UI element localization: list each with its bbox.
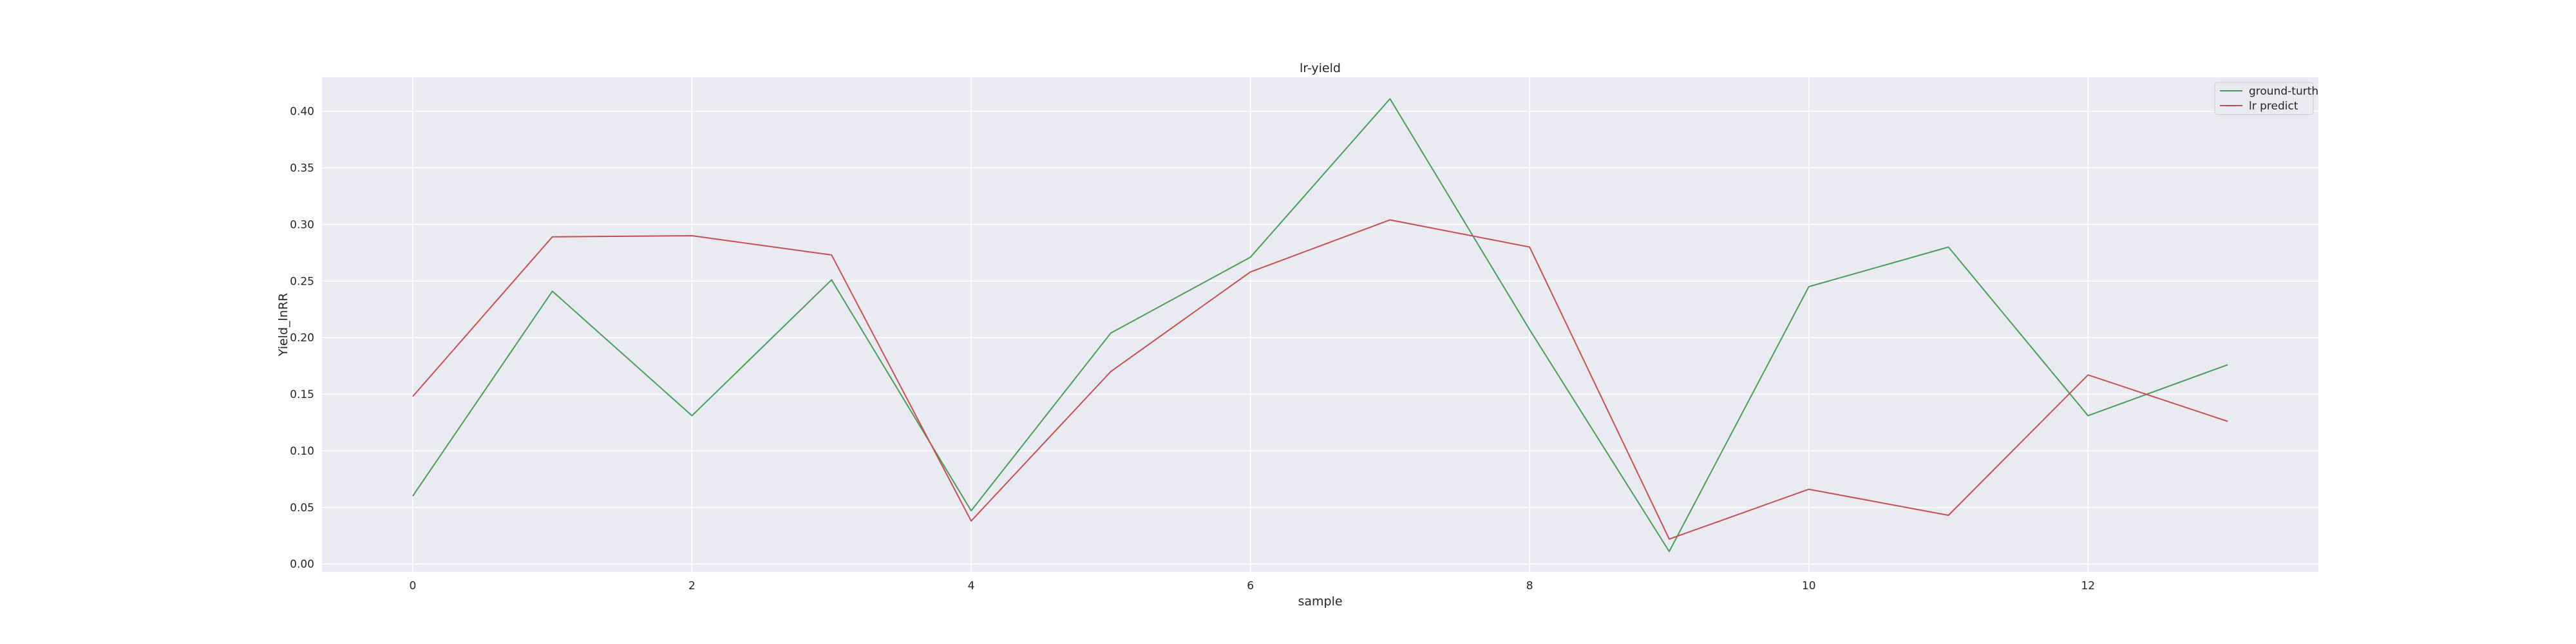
y-tick-label: 0.40 xyxy=(290,106,314,118)
legend-label-lr-predict: lr predict xyxy=(2249,100,2298,113)
series-line-ground-turth xyxy=(412,98,2228,553)
y-tick-label: 0.00 xyxy=(290,558,314,571)
grid-lines xyxy=(322,77,2318,572)
y-tick-label: 0.25 xyxy=(290,275,314,288)
x-tick-label: 12 xyxy=(2081,580,2095,592)
legend: ground-turth lr predict xyxy=(2214,82,2318,115)
y-tick-label: 0.30 xyxy=(290,218,314,231)
x-axis-label: sample xyxy=(1298,594,1342,609)
x-tick-labels: 0 2 4 6 8 10 12 xyxy=(409,580,2095,592)
y-tick-label: 0.35 xyxy=(290,162,314,175)
x-tick-label: 8 xyxy=(1526,580,1533,592)
y-tick-label: 0.10 xyxy=(290,445,314,458)
chart-title: lr-yield xyxy=(1300,61,1341,75)
y-axis-label: Yield_lnRR xyxy=(276,293,290,357)
x-tick-label: 4 xyxy=(968,580,975,592)
x-tick-label: 6 xyxy=(1247,580,1254,592)
y-tick-labels: 0.00 0.05 0.10 0.15 0.20 0.25 0.30 0.35 0.40 xyxy=(290,106,314,571)
y-tick-label: 0.20 xyxy=(290,332,314,345)
y-tick-label: 0.05 xyxy=(290,502,314,515)
y-tick-label: 0.15 xyxy=(290,388,314,401)
legend-label-ground-turth: ground-turth xyxy=(2249,85,2318,98)
series-line-lr-predict xyxy=(412,219,2228,540)
plot-background xyxy=(322,77,2318,572)
x-tick-label: 0 xyxy=(409,580,416,592)
x-tick-label: 10 xyxy=(1802,580,1816,592)
x-tick-label: 2 xyxy=(688,580,696,592)
series-lines xyxy=(412,98,2228,553)
